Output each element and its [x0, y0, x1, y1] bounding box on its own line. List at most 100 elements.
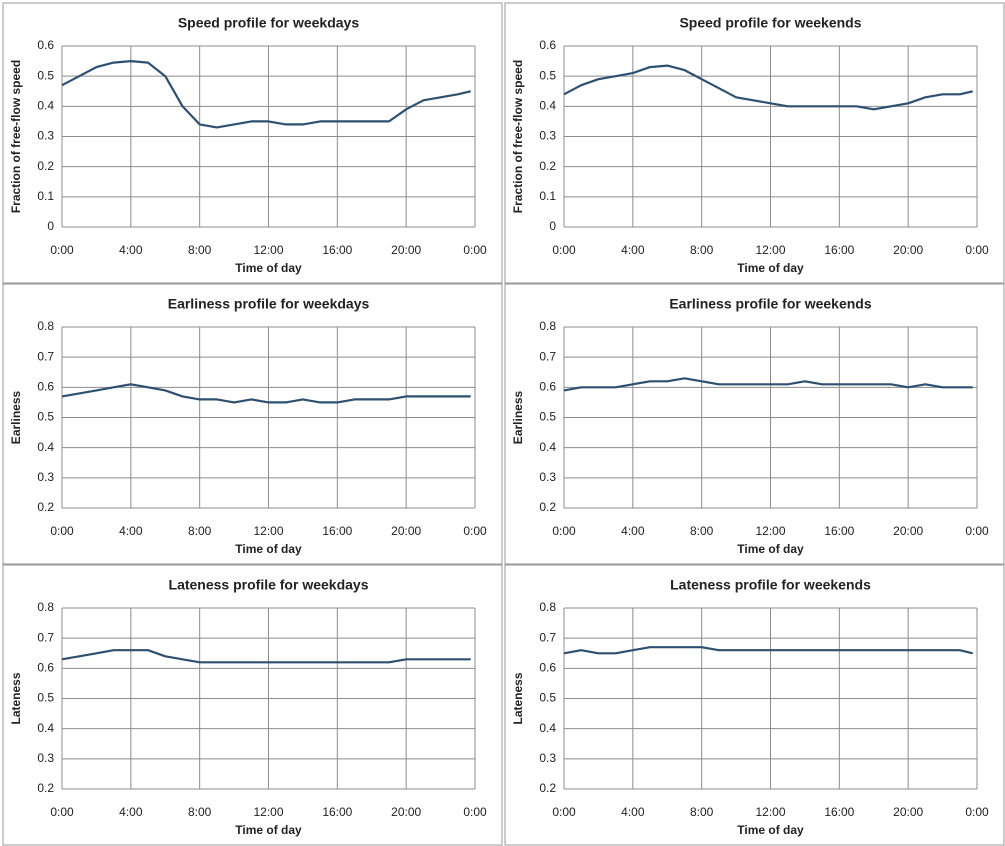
y-axis-label: Lateness — [511, 672, 525, 724]
x-tick-label: 20:00 — [391, 243, 421, 257]
x-tick-label: 4:00 — [621, 524, 645, 538]
x-axis-label: Time of day — [235, 823, 302, 837]
chart-panel: Speed profile for weekdays Time of day Fra… — [2, 2, 503, 284]
x-tick-label: 12:00 — [253, 805, 283, 819]
x-axis-label: Time of day — [737, 261, 804, 275]
y-tick-label: 0.7 — [539, 349, 556, 363]
chart-panel: Lateness profile for weekends Time of day… — [504, 564, 1005, 846]
y-tick-label: 0.5 — [37, 691, 54, 705]
y-tick-label: 0.2 — [539, 781, 556, 795]
chart-panel: Earliness profile for weekdays Time of da… — [2, 283, 503, 565]
x-tick-label: 0:00 — [463, 243, 487, 257]
y-tick-label: 0.5 — [539, 68, 556, 82]
y-tick-label: 0.1 — [37, 189, 54, 203]
y-tick-label: 0.7 — [37, 630, 54, 644]
x-tick-label: 20:00 — [391, 524, 421, 538]
x-tick-label: 16:00 — [322, 805, 352, 819]
chart-title: Speed profile for weekdays — [178, 15, 359, 31]
data-line — [563, 646, 973, 655]
y-tick-label: 0.5 — [539, 691, 556, 705]
panel-border — [504, 2, 1005, 284]
x-tick-label: 4:00 — [119, 524, 143, 538]
x-axis-label: Time of day — [235, 261, 302, 275]
x-tick-label: 0:00 — [965, 524, 989, 538]
y-tick-label: 0.3 — [539, 470, 556, 484]
y-tick-label: 0.8 — [539, 319, 556, 333]
x-axis-label: Time of day — [737, 823, 804, 837]
x-tick-label: 8:00 — [188, 524, 212, 538]
x-tick-label: 8:00 — [690, 524, 714, 538]
panel-border — [504, 564, 1005, 846]
x-tick-label: 8:00 — [188, 805, 212, 819]
x-tick-label: 4:00 — [119, 805, 143, 819]
y-tick-label: 0.2 — [37, 159, 54, 173]
panel-border — [2, 2, 503, 284]
x-tick-label: 12:00 — [253, 524, 283, 538]
y-tick-label: 0.7 — [37, 349, 54, 363]
x-tick-label: 0:00 — [463, 805, 487, 819]
x-tick-label: 16:00 — [322, 524, 352, 538]
y-tick-label: 0.6 — [539, 380, 556, 394]
panel-border — [504, 283, 1005, 565]
y-tick-label: 0.3 — [37, 129, 54, 143]
panel-border — [2, 564, 503, 846]
y-tick-label: 0.2 — [539, 159, 556, 173]
y-tick-label: 0.4 — [37, 721, 54, 735]
y-tick-label: 0.6 — [539, 661, 556, 675]
y-tick-label: 0.4 — [539, 99, 556, 113]
chart-title: Lateness profile for weekends — [670, 577, 871, 593]
x-tick-label: 4:00 — [621, 243, 645, 257]
y-tick-label: 0.6 — [37, 380, 54, 394]
x-tick-label: 16:00 — [824, 243, 854, 257]
y-tick-label: 0.5 — [539, 410, 556, 424]
x-tick-label: 0:00 — [552, 243, 576, 257]
y-tick-label: 0.7 — [539, 630, 556, 644]
y-tick-label: 0.6 — [37, 38, 54, 52]
y-tick-label: 0 — [47, 219, 54, 233]
x-tick-label: 20:00 — [893, 805, 923, 819]
y-axis-label: Lateness — [9, 672, 23, 724]
y-tick-label: 0 — [549, 219, 556, 233]
x-tick-label: 12:00 — [755, 805, 785, 819]
x-tick-label: 16:00 — [322, 243, 352, 257]
x-tick-label: 12:00 — [253, 243, 283, 257]
x-tick-label: 0:00 — [463, 524, 487, 538]
y-tick-label: 0.3 — [37, 751, 54, 765]
y-tick-label: 0.8 — [37, 319, 54, 333]
y-tick-label: 0.2 — [37, 500, 54, 514]
chart-panel: Earliness profile for weekends Time of da… — [504, 283, 1005, 565]
y-tick-label: 0.4 — [539, 721, 556, 735]
data-line — [563, 64, 973, 111]
data-line — [563, 377, 973, 392]
y-tick-label: 0.8 — [37, 600, 54, 614]
x-tick-label: 8:00 — [690, 243, 714, 257]
chart-panel: Speed profile for weekends Time of day Fra… — [504, 2, 1005, 284]
chart-title: Earliness profile for weekends — [669, 296, 872, 312]
x-axis-label: Time of day — [235, 542, 302, 556]
x-tick-label: 16:00 — [824, 524, 854, 538]
chart-title: Lateness profile for weekdays — [169, 577, 369, 593]
chart-title: Speed profile for weekends — [679, 15, 861, 31]
y-tick-label: 0.2 — [539, 500, 556, 514]
x-tick-label: 8:00 — [188, 243, 212, 257]
y-tick-label: 0.3 — [37, 470, 54, 484]
x-tick-label: 0:00 — [552, 805, 576, 819]
x-axis-label: Time of day — [737, 542, 804, 556]
chart-title: Earliness profile for weekdays — [168, 296, 370, 312]
y-tick-label: 0.3 — [539, 129, 556, 143]
x-tick-label: 12:00 — [755, 243, 785, 257]
x-tick-label: 20:00 — [893, 524, 923, 538]
chart-panel: Lateness profile for weekdays Time of day… — [2, 564, 503, 846]
panel-border — [2, 283, 503, 565]
x-tick-label: 12:00 — [755, 524, 785, 538]
x-tick-label: 4:00 — [119, 243, 143, 257]
x-tick-label: 0:00 — [50, 805, 74, 819]
y-axis-label: Earliness — [9, 390, 23, 444]
y-tick-label: 0.8 — [539, 600, 556, 614]
y-tick-label: 0.4 — [37, 440, 54, 454]
y-tick-label: 0.1 — [539, 189, 556, 203]
x-tick-label: 8:00 — [690, 805, 714, 819]
x-tick-label: 20:00 — [391, 805, 421, 819]
y-tick-label: 0.6 — [37, 661, 54, 675]
